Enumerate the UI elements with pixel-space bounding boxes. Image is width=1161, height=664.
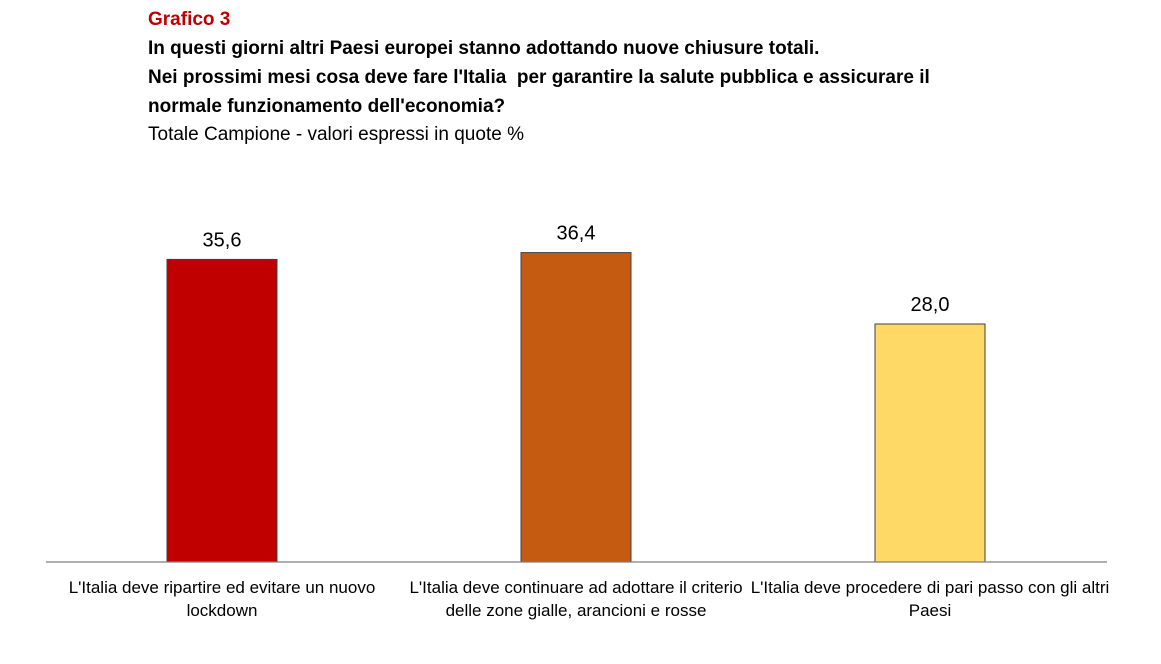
bar-2 — [520, 252, 632, 563]
bar-3 — [874, 323, 986, 563]
question-line-3: normale funzionamento dell'economia? — [148, 96, 506, 117]
value-label-2: 36,4 — [557, 223, 596, 245]
chart-subtitle: Totale Campione - valori espressi in quo… — [148, 124, 524, 145]
category-label-3: L'Italia deve procedere di pari passo co… — [750, 578, 1110, 620]
category-label-2: L'Italia deve continuare ad adottare il … — [409, 578, 743, 620]
question-line-2: Nei prossimi mesi cosa deve fare l'Itali… — [148, 67, 930, 88]
bars-group — [166, 252, 986, 563]
value-labels-group: 35,6 36,4 28,0 — [203, 223, 950, 316]
value-label-3: 28,0 — [911, 294, 950, 316]
question-line-1: In questi giorni altri Paesi europei sta… — [148, 38, 820, 59]
category-label-1: L'Italia deve ripartire ed evitare un nu… — [68, 578, 376, 620]
bar-1 — [166, 258, 278, 563]
chart-number-label: Grafico 3 — [148, 9, 231, 30]
value-label-1: 35,6 — [203, 229, 242, 251]
chart-header: Grafico 3 In questi giorni altri Paesi e… — [148, 6, 1128, 148]
